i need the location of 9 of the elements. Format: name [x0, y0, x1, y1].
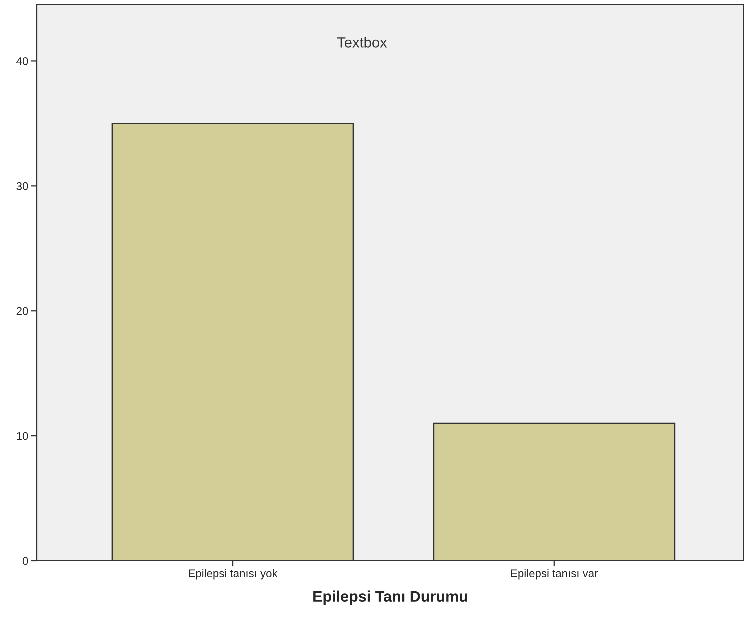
y-tick-label: 20	[16, 307, 28, 316]
y-tick-label: 0	[22, 557, 28, 566]
x-tick-label: Epilepsi tanısı var	[511, 569, 598, 580]
y-tick-label: 40	[16, 57, 28, 66]
y-tick-label: 30	[16, 182, 28, 190]
annotation: Textbox	[337, 37, 388, 48]
y-tick-label: 10	[17, 432, 28, 440]
x-tick-label: Epilepsi tanısı yok	[189, 569, 278, 580]
x-axis-title: Epilepsi Tanı Durumu	[314, 590, 468, 606]
